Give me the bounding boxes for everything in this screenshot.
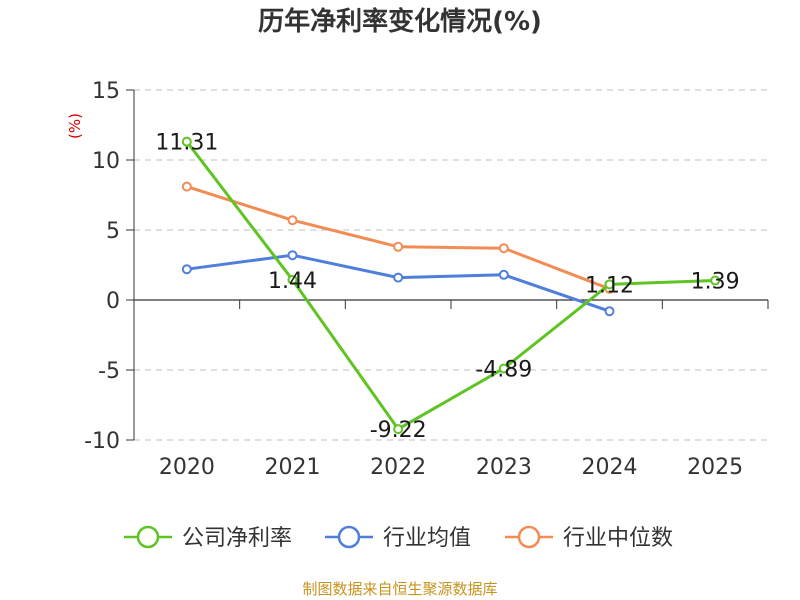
data-point bbox=[604, 306, 615, 317]
data-label: 1.44 bbox=[268, 269, 317, 294]
data-point bbox=[604, 279, 615, 290]
data-point bbox=[181, 264, 192, 275]
y-tick-label: -5 bbox=[98, 359, 120, 384]
data-point bbox=[498, 269, 509, 280]
x-tick-label: 2025 bbox=[687, 455, 743, 480]
data-point bbox=[498, 243, 509, 254]
data-label: 1.12 bbox=[585, 273, 634, 298]
legend-label: 公司净利率 bbox=[182, 526, 292, 551]
data-point bbox=[393, 241, 404, 252]
data-label: -4.89 bbox=[475, 357, 532, 382]
grid-layer bbox=[134, 89, 768, 441]
legend-marker bbox=[337, 525, 361, 549]
label-layer: 11.31 1.44 -9.22 -4.89 1.12 1.39 bbox=[155, 131, 739, 443]
data-source-note: 制图数据来自恒生聚源数据库 bbox=[302, 580, 498, 598]
data-label: 11.31 bbox=[155, 131, 218, 156]
data-point bbox=[181, 181, 192, 192]
legend-marker bbox=[136, 525, 160, 549]
y-axis-label: (%) bbox=[66, 113, 84, 139]
x-tick-label: 2021 bbox=[265, 455, 321, 480]
axis-layer: 15 10 5 0 -5 -10 (%) 2020 2021 2022 2023 2024 2025 bbox=[66, 79, 769, 480]
data-point bbox=[710, 275, 721, 286]
data-point bbox=[393, 424, 404, 435]
data-point bbox=[498, 363, 509, 374]
y-tick-label: 0 bbox=[106, 289, 120, 314]
x-tick-label: 2020 bbox=[159, 455, 215, 480]
y-tick-label: 15 bbox=[92, 79, 120, 104]
legend-label: 行业均值 bbox=[383, 526, 471, 551]
y-tick-label: 5 bbox=[106, 219, 120, 244]
legend: 公司净利率 行业均值 行业中位数 bbox=[124, 525, 673, 551]
data-point bbox=[287, 215, 298, 226]
data-point bbox=[181, 136, 192, 147]
data-point bbox=[287, 274, 298, 285]
data-point bbox=[287, 250, 298, 261]
y-tick-label: -10 bbox=[84, 429, 120, 454]
x-tick-label: 2022 bbox=[370, 455, 426, 480]
x-tick-label: 2023 bbox=[476, 455, 532, 480]
data-label: -9.22 bbox=[370, 418, 427, 443]
chart-title: 历年净利率变化情况(%) bbox=[258, 7, 542, 37]
series-line bbox=[185, 140, 716, 431]
series-layer bbox=[181, 136, 721, 435]
legend-label: 行业中位数 bbox=[563, 526, 673, 551]
x-tick-label: 2024 bbox=[582, 455, 638, 480]
data-label: 1.39 bbox=[691, 270, 740, 295]
y-tick-label: 10 bbox=[92, 149, 120, 174]
data-point bbox=[393, 272, 404, 283]
legend-marker bbox=[517, 525, 541, 549]
